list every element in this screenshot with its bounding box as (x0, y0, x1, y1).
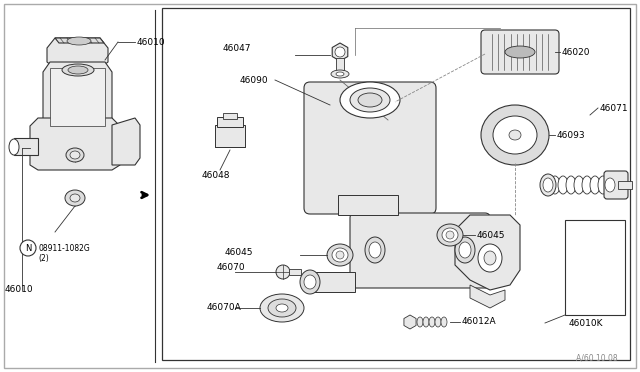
Ellipse shape (300, 270, 320, 294)
FancyBboxPatch shape (604, 171, 628, 199)
Bar (217, 117, 243, 127)
Ellipse shape (336, 72, 344, 76)
Bar (162, 8, 630, 360)
Ellipse shape (340, 82, 400, 118)
Ellipse shape (478, 244, 502, 272)
FancyBboxPatch shape (481, 30, 559, 74)
Ellipse shape (331, 70, 349, 78)
Text: 46071: 46071 (600, 103, 628, 112)
Ellipse shape (335, 47, 345, 57)
Text: 46012A: 46012A (462, 317, 497, 327)
Ellipse shape (435, 317, 441, 327)
Text: 46010: 46010 (5, 285, 34, 295)
Ellipse shape (68, 66, 88, 74)
Ellipse shape (590, 176, 600, 194)
Circle shape (20, 240, 36, 256)
Text: A/60 10 08: A/60 10 08 (577, 353, 618, 362)
Text: 46093: 46093 (557, 131, 586, 140)
Ellipse shape (558, 176, 568, 194)
Ellipse shape (358, 93, 382, 107)
Ellipse shape (417, 317, 423, 327)
Polygon shape (332, 43, 348, 61)
Text: 46010: 46010 (137, 38, 166, 46)
Text: 46070: 46070 (217, 263, 246, 273)
Ellipse shape (276, 304, 288, 312)
Polygon shape (50, 68, 105, 126)
Ellipse shape (70, 151, 80, 159)
Text: 46070A: 46070A (207, 304, 242, 312)
Bar (215, 125, 245, 147)
Ellipse shape (598, 176, 608, 194)
Ellipse shape (365, 237, 385, 263)
Ellipse shape (260, 294, 304, 322)
Ellipse shape (304, 275, 316, 289)
Bar (223, 113, 237, 119)
Ellipse shape (455, 237, 475, 263)
Ellipse shape (540, 174, 556, 196)
Ellipse shape (67, 37, 91, 45)
Text: 08911-1082G: 08911-1082G (38, 244, 90, 253)
Text: (2): (2) (38, 253, 49, 263)
Ellipse shape (481, 105, 549, 165)
Polygon shape (47, 38, 108, 68)
Ellipse shape (66, 148, 84, 162)
Bar (618, 181, 632, 189)
Ellipse shape (459, 242, 471, 258)
Ellipse shape (582, 176, 592, 194)
Ellipse shape (268, 299, 296, 317)
Polygon shape (455, 215, 520, 290)
Text: 46045: 46045 (225, 247, 253, 257)
Bar (289, 269, 301, 275)
Ellipse shape (442, 228, 458, 242)
Ellipse shape (62, 64, 94, 76)
Ellipse shape (70, 194, 80, 202)
Text: N: N (25, 244, 31, 253)
Bar (336, 58, 344, 70)
Ellipse shape (566, 176, 576, 194)
Ellipse shape (332, 248, 348, 262)
Polygon shape (404, 315, 416, 329)
Text: 46090: 46090 (240, 76, 269, 84)
FancyBboxPatch shape (350, 213, 490, 288)
Polygon shape (55, 38, 104, 43)
Text: 46047: 46047 (223, 44, 252, 52)
Ellipse shape (437, 224, 463, 246)
Ellipse shape (336, 251, 344, 259)
Ellipse shape (574, 176, 584, 194)
Polygon shape (14, 138, 38, 155)
Ellipse shape (65, 190, 85, 206)
Ellipse shape (605, 178, 615, 192)
Bar (565, 220, 625, 315)
FancyBboxPatch shape (304, 82, 436, 214)
Ellipse shape (276, 265, 290, 279)
Text: 46020: 46020 (562, 48, 591, 57)
Ellipse shape (550, 176, 560, 194)
Ellipse shape (350, 88, 390, 112)
Ellipse shape (493, 116, 537, 154)
Ellipse shape (446, 231, 454, 239)
Ellipse shape (484, 251, 496, 265)
Ellipse shape (423, 317, 429, 327)
Bar (338, 195, 398, 215)
Text: 46010K: 46010K (569, 318, 604, 327)
Ellipse shape (543, 178, 553, 192)
Text: 46048: 46048 (202, 170, 230, 180)
Polygon shape (470, 285, 505, 308)
Bar (310, 272, 355, 292)
Ellipse shape (369, 242, 381, 258)
Ellipse shape (429, 317, 435, 327)
Ellipse shape (327, 244, 353, 266)
Ellipse shape (441, 317, 447, 327)
Polygon shape (43, 62, 112, 126)
Ellipse shape (509, 130, 521, 140)
Ellipse shape (9, 139, 19, 155)
Text: 46045: 46045 (477, 231, 506, 240)
Polygon shape (30, 118, 120, 170)
Ellipse shape (505, 46, 535, 58)
Polygon shape (112, 118, 140, 165)
